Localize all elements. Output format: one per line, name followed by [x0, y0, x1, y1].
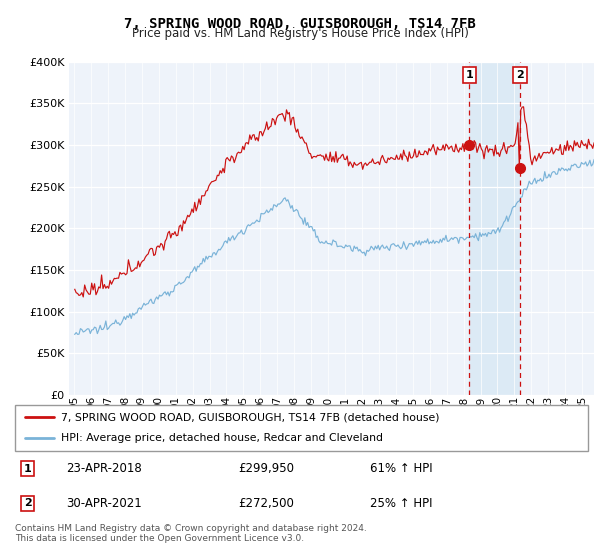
Text: £299,950: £299,950: [238, 463, 295, 475]
Text: Price paid vs. HM Land Registry's House Price Index (HPI): Price paid vs. HM Land Registry's House …: [131, 27, 469, 40]
Text: 1: 1: [466, 70, 473, 80]
Text: 2: 2: [516, 70, 524, 80]
Text: 30-APR-2021: 30-APR-2021: [67, 497, 142, 510]
Bar: [469, 62, 520, 395]
Text: 1: 1: [24, 464, 31, 474]
Text: 7, SPRING WOOD ROAD, GUISBOROUGH, TS14 7FB: 7, SPRING WOOD ROAD, GUISBOROUGH, TS14 7…: [124, 17, 476, 31]
Text: £272,500: £272,500: [238, 497, 295, 510]
Text: 25% ↑ HPI: 25% ↑ HPI: [370, 497, 433, 510]
Text: HPI: Average price, detached house, Redcar and Cleveland: HPI: Average price, detached house, Redc…: [61, 433, 383, 444]
Text: 61% ↑ HPI: 61% ↑ HPI: [370, 463, 433, 475]
Text: 7, SPRING WOOD ROAD, GUISBOROUGH, TS14 7FB (detached house): 7, SPRING WOOD ROAD, GUISBOROUGH, TS14 7…: [61, 412, 439, 422]
Text: 23-APR-2018: 23-APR-2018: [67, 463, 142, 475]
Text: Contains HM Land Registry data © Crown copyright and database right 2024.
This d: Contains HM Land Registry data © Crown c…: [15, 524, 367, 543]
Text: 2: 2: [24, 498, 31, 508]
